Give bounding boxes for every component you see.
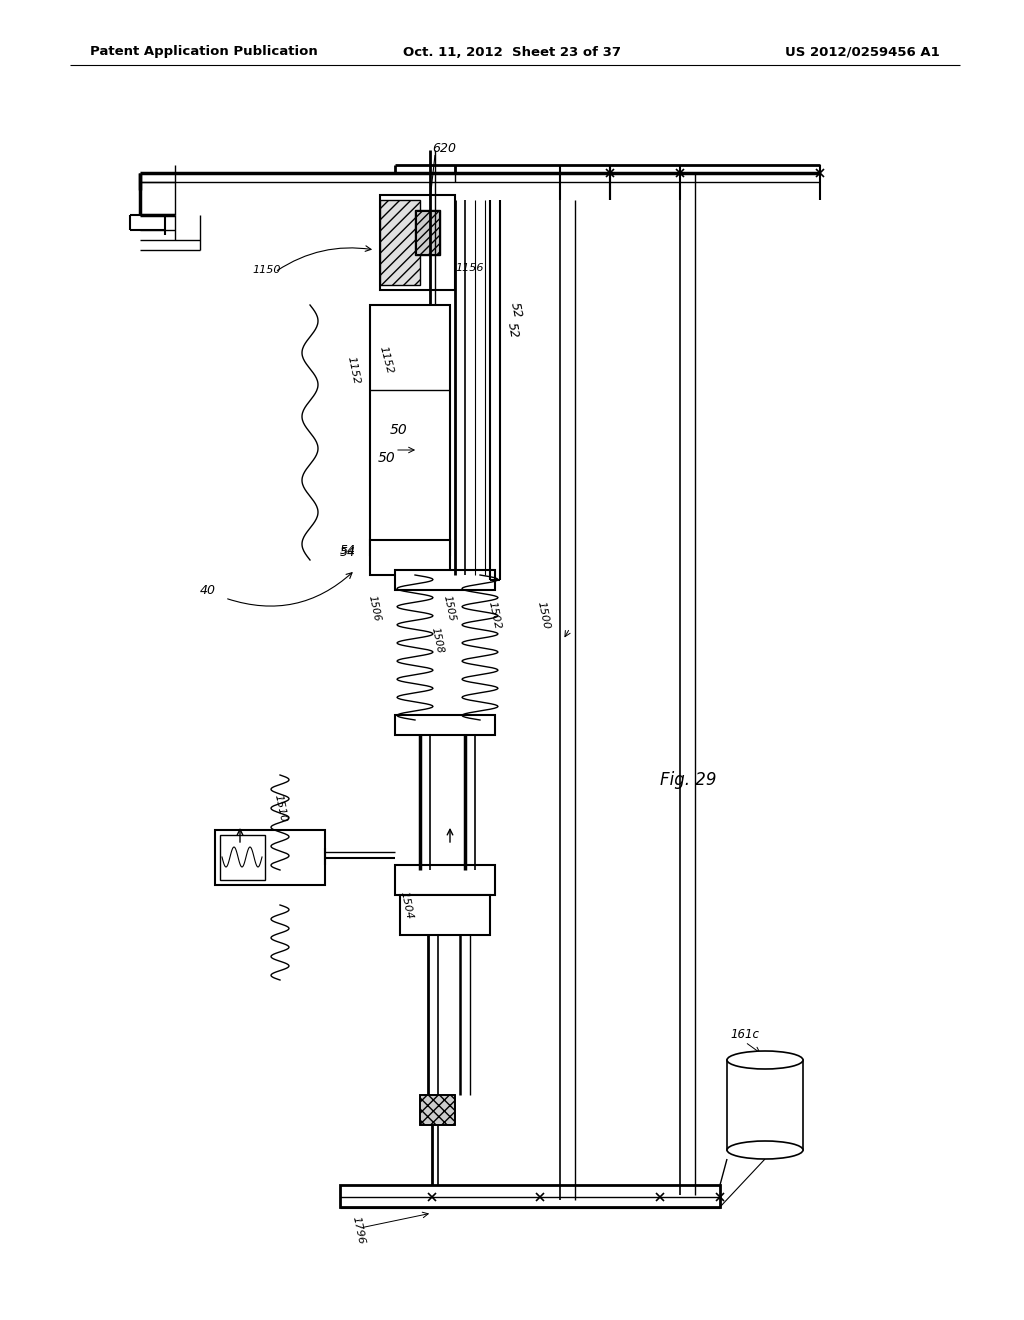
Bar — [395, 715, 495, 735]
Ellipse shape — [727, 1051, 803, 1069]
Text: 161c: 161c — [730, 1028, 759, 1041]
Text: 1508: 1508 — [430, 626, 445, 653]
Bar — [370, 305, 450, 554]
Bar — [415, 210, 440, 255]
Text: US 2012/0259456 A1: US 2012/0259456 A1 — [785, 45, 940, 58]
Text: 620: 620 — [432, 141, 456, 154]
Bar — [400, 895, 490, 935]
Text: Oct. 11, 2012  Sheet 23 of 37: Oct. 11, 2012 Sheet 23 of 37 — [403, 45, 621, 58]
Text: 1510: 1510 — [272, 793, 288, 822]
Text: Patent Application Publication: Patent Application Publication — [90, 45, 317, 58]
Bar — [340, 1185, 720, 1206]
Text: 50: 50 — [390, 422, 408, 437]
Text: Fig. 29: Fig. 29 — [660, 771, 717, 789]
Text: 54: 54 — [340, 544, 356, 557]
Text: 1502: 1502 — [486, 601, 502, 630]
Text: 1500: 1500 — [535, 601, 551, 630]
Bar — [215, 830, 325, 884]
Bar — [370, 540, 450, 576]
Bar — [395, 570, 495, 590]
Text: 1796: 1796 — [350, 1214, 366, 1245]
Bar — [395, 865, 495, 895]
Bar — [420, 1096, 455, 1125]
Text: 54: 54 — [340, 545, 356, 558]
Bar — [727, 1060, 803, 1150]
Text: 1152: 1152 — [378, 345, 395, 375]
Bar — [416, 211, 439, 253]
Ellipse shape — [727, 1140, 803, 1159]
Text: 1156: 1156 — [455, 263, 483, 273]
Bar — [380, 201, 420, 285]
Text: 1150: 1150 — [252, 265, 281, 275]
Text: 1152: 1152 — [345, 355, 360, 385]
Text: 1504: 1504 — [398, 890, 414, 920]
Bar — [220, 836, 265, 880]
Text: 1505: 1505 — [442, 594, 458, 622]
Bar — [380, 195, 455, 290]
Text: 50: 50 — [378, 451, 395, 465]
Text: 52: 52 — [505, 321, 520, 339]
Text: 40: 40 — [200, 583, 216, 597]
Text: 1506: 1506 — [367, 594, 382, 622]
Text: 52: 52 — [508, 301, 524, 319]
Bar — [420, 1096, 455, 1125]
